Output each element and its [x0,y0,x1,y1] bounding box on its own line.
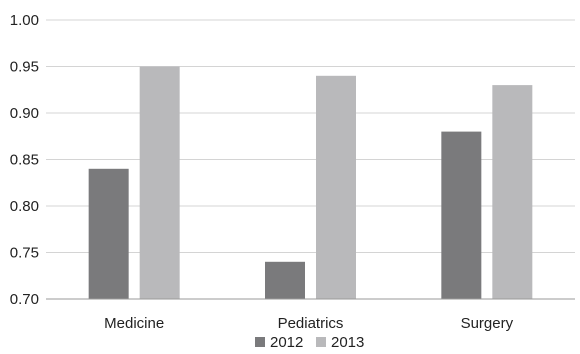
y-tick-label: 0.90 [10,105,39,122]
y-tick-label: 0.95 [10,59,39,76]
y-axis-tick-labels: 0.70 0.75 0.80 0.85 0.90 0.95 1.00 [10,12,39,308]
bars [88,66,533,299]
legend-label-2012: 2012 [270,334,303,351]
x-axis-category-labels: Medicine Pediatrics Surgery [104,315,513,332]
x-category-label: Medicine [104,315,164,332]
bar-pediatrics-2012 [265,261,305,299]
legend: 2012 2013 [255,334,364,351]
legend-swatch-2013 [316,337,326,347]
y-tick-label: 0.85 [10,152,39,169]
y-tick-label: 1.00 [10,12,39,29]
legend-swatch-2012 [255,337,265,347]
x-category-label: Pediatrics [278,315,344,332]
gridlines [46,19,575,253]
legend-label-2013: 2013 [331,334,364,351]
x-category-label: Surgery [461,315,514,332]
y-tick-label: 0.75 [10,245,39,262]
bar-medicine-2012 [88,168,129,299]
bar-surgery-2013 [492,85,533,299]
bar-medicine-2013 [139,66,180,299]
y-tick-label: 0.80 [10,198,39,215]
bar-surgery-2012 [441,131,482,299]
y-tick-label: 0.70 [10,291,39,308]
bar-pediatrics-2013 [316,75,356,299]
